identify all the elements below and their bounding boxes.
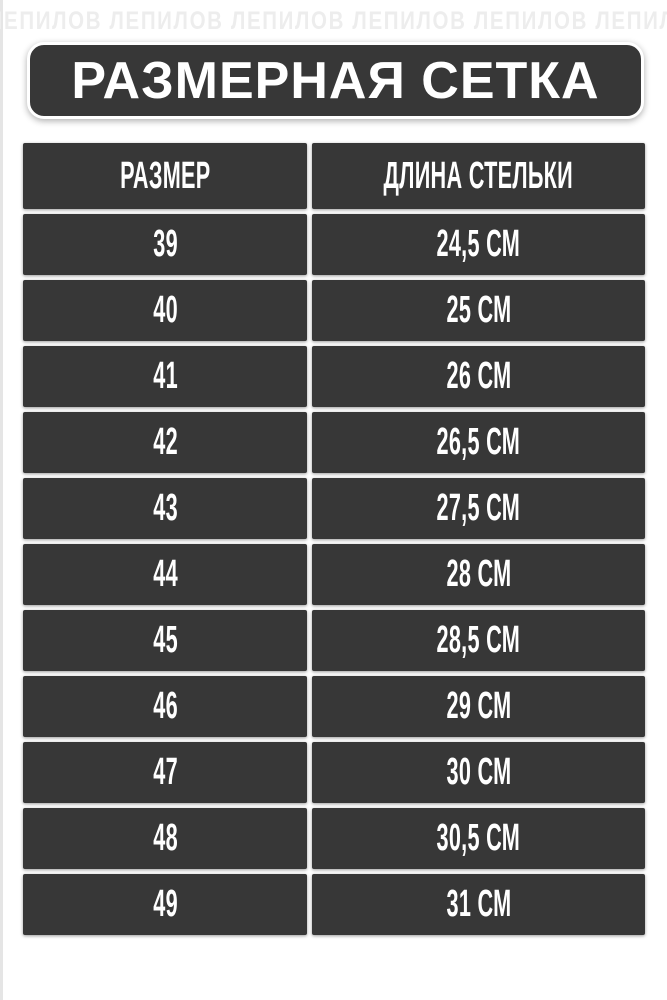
table-row-size-cell: 39 [23,214,308,275]
column-header-length: ДЛИНА СТЕЛЬКИ [312,143,645,209]
column-header-length-label: ДЛИНА СТЕЛЬКИ [383,154,574,197]
page-edge-strip [0,0,3,1000]
length-value: 30 СМ [446,751,512,793]
size-table: РАЗМЕР ДЛИНА СТЕЛЬКИ 39 24,5 СМ 40 25 СМ… [23,143,645,935]
table-row-size-cell: 47 [23,742,308,803]
size-value: 48 [152,817,178,859]
table-row-length-cell: 25 СМ [312,280,645,341]
length-value: 26 СМ [446,355,512,397]
size-value: 40 [152,289,178,331]
table-row-size-cell: 45 [23,610,308,671]
length-value: 27,5 СМ [436,487,521,529]
length-value: 31 СМ [446,883,512,925]
brand-watermark: ЛЕПИЛОВ ЛЕПИЛОВ ЛЕПИЛОВ ЛЕПИЛОВ ЛЕПИЛОВ … [0,7,667,35]
size-value: 44 [152,553,178,595]
size-value: 45 [152,619,178,661]
size-value: 42 [152,421,178,463]
table-row-size-cell: 44 [23,544,308,605]
table-row-length-cell: 29 СМ [312,676,645,737]
table-row-size-cell: 43 [23,478,308,539]
table-row-size-cell: 41 [23,346,308,407]
column-header-size-label: РАЗМЕР [120,154,211,197]
length-value: 24,5 СМ [436,223,521,265]
length-value: 29 СМ [446,685,512,727]
length-value: 25 СМ [446,289,512,331]
size-value: 43 [152,487,178,529]
table-row-size-cell: 46 [23,676,308,737]
column-header-size: РАЗМЕР [23,143,308,209]
table-row-length-cell: 24,5 СМ [312,214,645,275]
page-title: РАЗМЕРНАЯ СЕТКА [71,51,600,110]
table-row-length-cell: 26,5 СМ [312,412,645,473]
table-row-size-cell: 49 [23,874,308,935]
length-value: 30,5 СМ [436,817,521,859]
length-value: 28 СМ [446,553,512,595]
table-row-length-cell: 30 СМ [312,742,645,803]
table-row-length-cell: 28 СМ [312,544,645,605]
table-row-size-cell: 40 [23,280,308,341]
size-value: 39 [152,223,178,265]
length-value: 26,5 СМ [436,421,521,463]
table-row-length-cell: 30,5 СМ [312,808,645,869]
table-row-size-cell: 48 [23,808,308,869]
table-row-length-cell: 27,5 СМ [312,478,645,539]
title-banner: РАЗМЕРНАЯ СЕТКА [27,42,644,119]
table-row-length-cell: 28,5 СМ [312,610,645,671]
size-value: 46 [152,685,178,727]
table-row-length-cell: 31 СМ [312,874,645,935]
size-value: 41 [152,355,178,397]
table-row-size-cell: 42 [23,412,308,473]
length-value: 28,5 СМ [436,619,521,661]
size-value: 49 [152,883,178,925]
table-row-length-cell: 26 СМ [312,346,645,407]
size-value: 47 [152,751,178,793]
